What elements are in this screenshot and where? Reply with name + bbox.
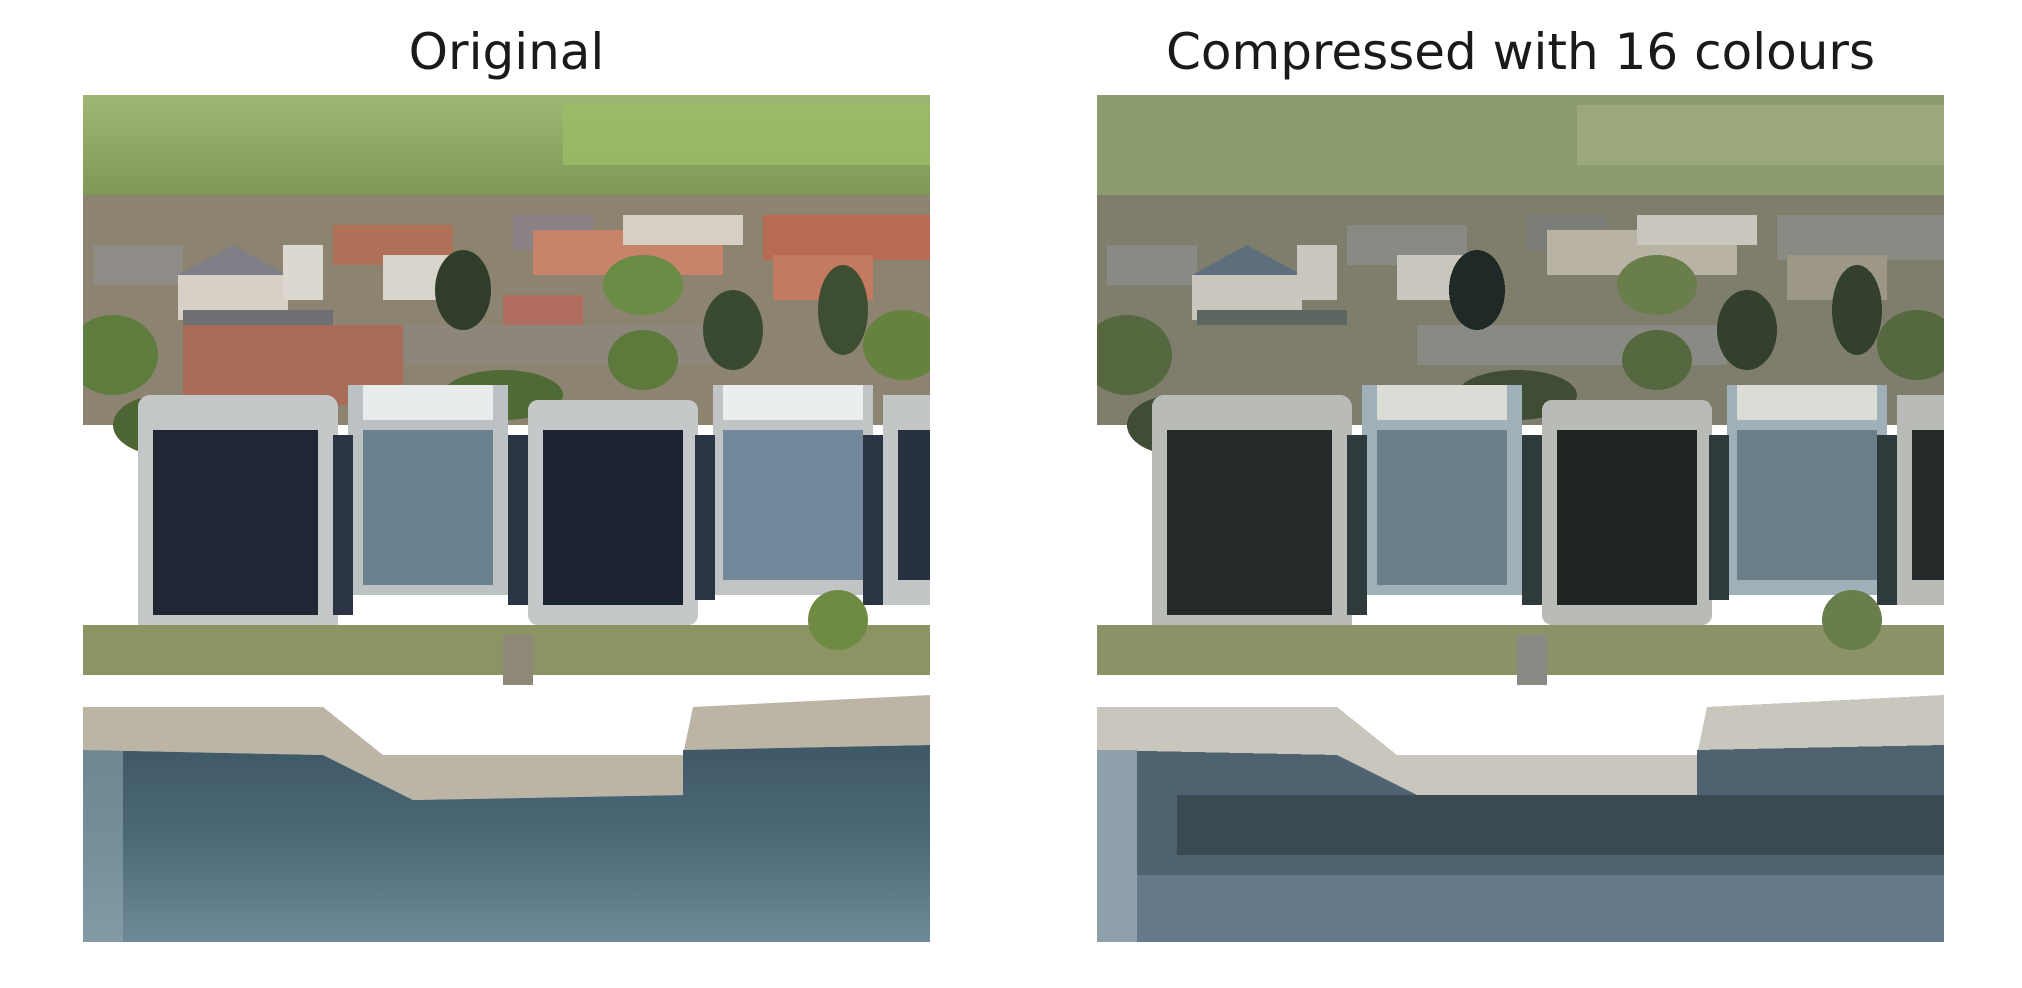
office-buildings (1152, 385, 1944, 635)
panel-title-original: Original (408, 23, 605, 81)
panel-original: Original (83, 0, 930, 988)
houses (93, 215, 930, 405)
promenade (1097, 695, 1944, 800)
promenade (83, 695, 930, 800)
office-buildings (138, 385, 930, 635)
compressed-photo-svg (1097, 95, 1944, 942)
panel-title-compressed: Compressed with 16 colours (1165, 23, 1875, 81)
original-photo-svg (83, 95, 930, 942)
houses (1107, 215, 1944, 405)
water (83, 745, 930, 942)
compressed-photo (1097, 95, 1944, 942)
panel-compressed: Compressed with 16 colours (1097, 0, 1944, 988)
original-photo (83, 95, 930, 942)
